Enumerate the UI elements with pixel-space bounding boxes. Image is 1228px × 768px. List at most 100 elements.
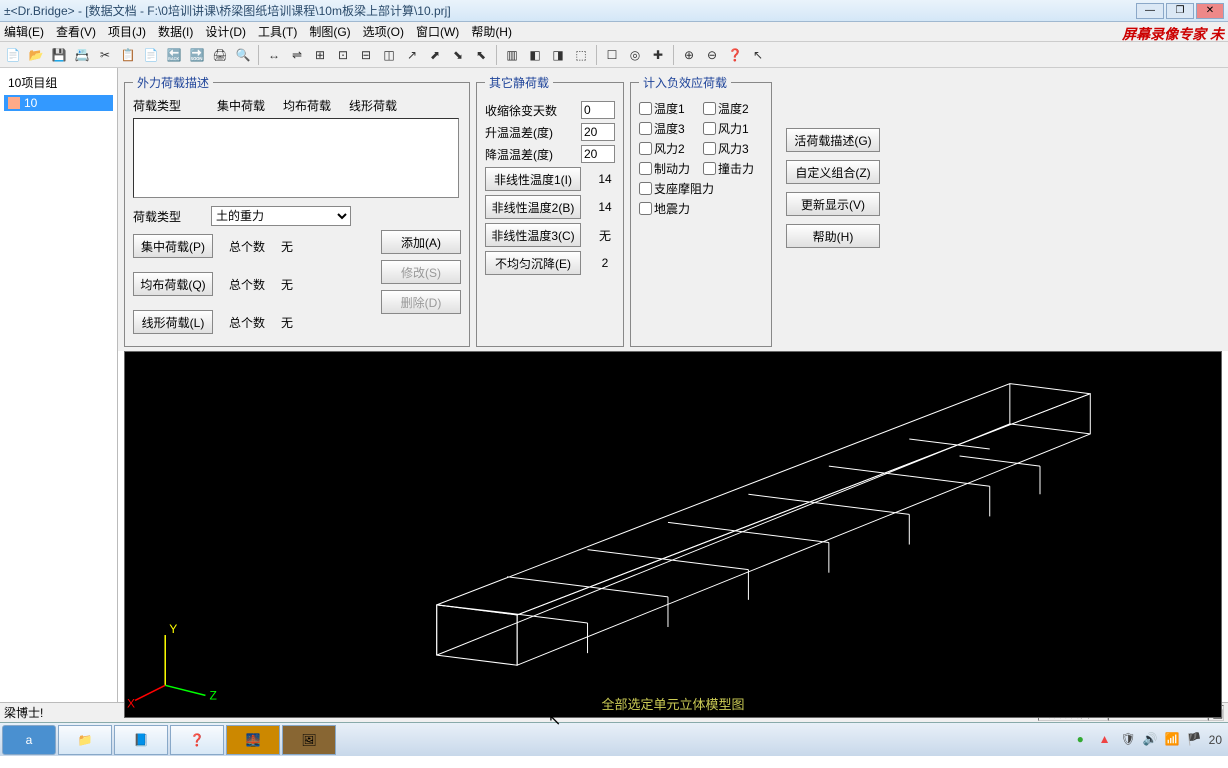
toolbar-btn-1[interactable]: 📂 — [25, 44, 47, 66]
toolbar-btn-20[interactable]: ⬊ — [447, 44, 469, 66]
toolbar-btn-14[interactable]: ⊞ — [309, 44, 331, 66]
toolbar-btn-15[interactable]: ⊡ — [332, 44, 354, 66]
distributed-load-button[interactable]: 均布荷载(Q) — [133, 272, 213, 296]
watermark: 屏幕录像专家 未 — [1122, 24, 1224, 44]
temp-up-input[interactable] — [581, 123, 615, 141]
toolbar-btn-33[interactable]: ⊖ — [701, 44, 723, 66]
toolbar-btn-7[interactable]: 🔙 — [163, 44, 185, 66]
chk-temp3[interactable]: 温度3 — [639, 120, 699, 137]
p1-legend: 外力荷载描述 — [133, 74, 213, 91]
menu-draw[interactable]: 制图(G) — [309, 23, 350, 40]
chk-wind2[interactable]: 风力2 — [639, 140, 699, 157]
toolbar-btn-3[interactable]: 📇 — [71, 44, 93, 66]
menu-tools[interactable]: 工具(T) — [258, 23, 297, 40]
panel-negative-effect: 计入负效应荷载 温度1温度2 温度3风力1 风力2风力3 制动力撞击力 支座摩阻… — [630, 74, 772, 347]
menu-edit[interactable]: 编辑(E) — [4, 23, 44, 40]
chk-wind3[interactable]: 风力3 — [703, 140, 763, 157]
menu-project[interactable]: 项目(J) — [108, 23, 146, 40]
taskbar-item-5[interactable]: 🖼 — [282, 725, 336, 755]
live-load-button[interactable]: 活荷载描述(G) — [786, 128, 880, 152]
toolbar-btn-4[interactable]: ✂ — [94, 44, 116, 66]
add-button[interactable]: 添加(A) — [381, 230, 461, 254]
toolbar-btn-17[interactable]: ◫ — [378, 44, 400, 66]
toolbar-btn-13[interactable]: ⇌ — [286, 44, 308, 66]
toolbar-btn-25[interactable]: ◨ — [547, 44, 569, 66]
toolbar-btn-19[interactable]: ⬈ — [424, 44, 446, 66]
toolbar-btn-35[interactable]: ↖ — [747, 44, 769, 66]
refresh-button[interactable]: 更新显示(V) — [786, 192, 880, 216]
menu-help[interactable]: 帮助(H) — [471, 23, 512, 40]
taskbar-item-2[interactable]: 📘 — [114, 725, 168, 755]
tray-icon[interactable]: 🛡 — [1121, 732, 1137, 748]
toolbar-btn-0[interactable]: 📄 — [2, 44, 24, 66]
toolbar-btn-26[interactable]: ⬚ — [570, 44, 592, 66]
viewport-3d[interactable]: Y X Z 全部选定单元立体模型图 — [124, 351, 1222, 718]
viewport-caption: 全部选定单元立体模型图 — [601, 694, 744, 713]
toolbar-btn-23[interactable]: ▥ — [501, 44, 523, 66]
concentrated-load-button[interactable]: 集中荷载(P) — [133, 234, 213, 258]
sidebar-item-10[interactable]: 10 — [4, 95, 113, 111]
menu-window[interactable]: 窗口(W) — [416, 23, 459, 40]
panel-other-static: 其它静荷载 收缩徐变天数 升温温差(度) 降温温差(度) 非线性温度1(I)14… — [476, 74, 624, 347]
chk-temp1[interactable]: 温度1 — [639, 100, 699, 117]
tray-icon[interactable]: ● — [1077, 732, 1093, 748]
chk-temp2[interactable]: 温度2 — [703, 100, 763, 117]
toolbar-btn-9[interactable]: 🖨 — [209, 44, 231, 66]
close-button[interactable]: ✕ — [1196, 3, 1224, 19]
tray-icon[interactable]: 🔊 — [1143, 732, 1159, 748]
toolbar-btn-16[interactable]: ⊟ — [355, 44, 377, 66]
toolbar-btn-28[interactable]: ☐ — [601, 44, 623, 66]
toolbar-btn-8[interactable]: 🔜 — [186, 44, 208, 66]
menu-view[interactable]: 查看(V) — [56, 23, 96, 40]
linear-load-button[interactable]: 线形荷载(L) — [133, 310, 213, 334]
nonlinear-temp2-button[interactable]: 非线性温度2(B) — [485, 195, 581, 219]
toolbar-btn-12[interactable]: ↔ — [263, 44, 285, 66]
delete-button[interactable]: 删除(D) — [381, 290, 461, 314]
taskbar-item-1[interactable]: 📁 — [58, 725, 112, 755]
toolbar-btn-24[interactable]: ◧ — [524, 44, 546, 66]
temp-down-input[interactable] — [581, 145, 615, 163]
menu-data[interactable]: 数据(I) — [158, 23, 193, 40]
svg-text:Z: Z — [209, 688, 216, 702]
toolbar-btn-34[interactable]: ❓ — [724, 44, 746, 66]
help-button[interactable]: 帮助(H) — [786, 224, 880, 248]
toolbar-btn-18[interactable]: ↗ — [401, 44, 423, 66]
chk-bearing[interactable]: 支座摩阻力 — [639, 180, 763, 197]
load-type-select[interactable]: 土的重力 — [211, 206, 351, 226]
chk-impact[interactable]: 撞击力 — [703, 160, 763, 177]
tray-icon[interactable]: ▲ — [1099, 732, 1115, 748]
taskbar-item-3[interactable]: ❓ — [170, 725, 224, 755]
nonlinear-temp1-button[interactable]: 非线性温度1(I) — [485, 167, 581, 191]
toolbar-btn-5[interactable]: 📋 — [117, 44, 139, 66]
toolbar-btn-10[interactable]: 🔍 — [232, 44, 254, 66]
toolbar-btn-30[interactable]: ✚ — [647, 44, 669, 66]
menu-design[interactable]: 设计(D) — [205, 23, 246, 40]
creep-days-input[interactable] — [581, 101, 615, 119]
custom-combo-button[interactable]: 自定义组合(Z) — [786, 160, 880, 184]
toolbar-btn-2[interactable]: 💾 — [48, 44, 70, 66]
modify-button[interactable]: 修改(S) — [381, 260, 461, 284]
maximize-button[interactable]: ❐ — [1166, 3, 1194, 19]
window-title: ±<Dr.Bridge> - [数据文档 - F:\0培训讲课\桥梁图纸培训课程… — [4, 2, 1136, 19]
sidebar-title: 10项目组 — [4, 72, 113, 93]
taskbar-item-0[interactable]: a — [2, 725, 56, 755]
toolbar-btn-29[interactable]: ◎ — [624, 44, 646, 66]
settlement-button[interactable]: 不均匀沉降(E) — [485, 251, 581, 275]
toolbar-btn-6[interactable]: 📄 — [140, 44, 162, 66]
sidebar-item-label: 10 — [24, 96, 37, 110]
chk-seismic[interactable]: 地震力 — [639, 200, 763, 217]
tray-icon[interactable]: 🏴 — [1187, 732, 1203, 748]
chk-brake[interactable]: 制动力 — [639, 160, 699, 177]
toolbar-btn-21[interactable]: ⬉ — [470, 44, 492, 66]
menu-options[interactable]: 选项(O) — [363, 23, 404, 40]
toolbar-btn-32[interactable]: ⊕ — [678, 44, 700, 66]
taskbar-item-4[interactable]: 🌉 — [226, 725, 280, 755]
chk-wind1[interactable]: 风力1 — [703, 120, 763, 137]
tray-icon[interactable]: 📶 — [1165, 732, 1181, 748]
svg-text:Y: Y — [169, 622, 177, 636]
load-listbox[interactable] — [133, 118, 459, 198]
p1-hdr3: 线形荷载 — [343, 97, 403, 114]
taskbar: a 📁 📘 ❓ 🌉 🖼 ● ▲ 🛡 🔊 📶 🏴 20 — [0, 722, 1228, 756]
nonlinear-temp3-button[interactable]: 非线性温度3(C) — [485, 223, 581, 247]
minimize-button[interactable]: — — [1136, 3, 1164, 19]
